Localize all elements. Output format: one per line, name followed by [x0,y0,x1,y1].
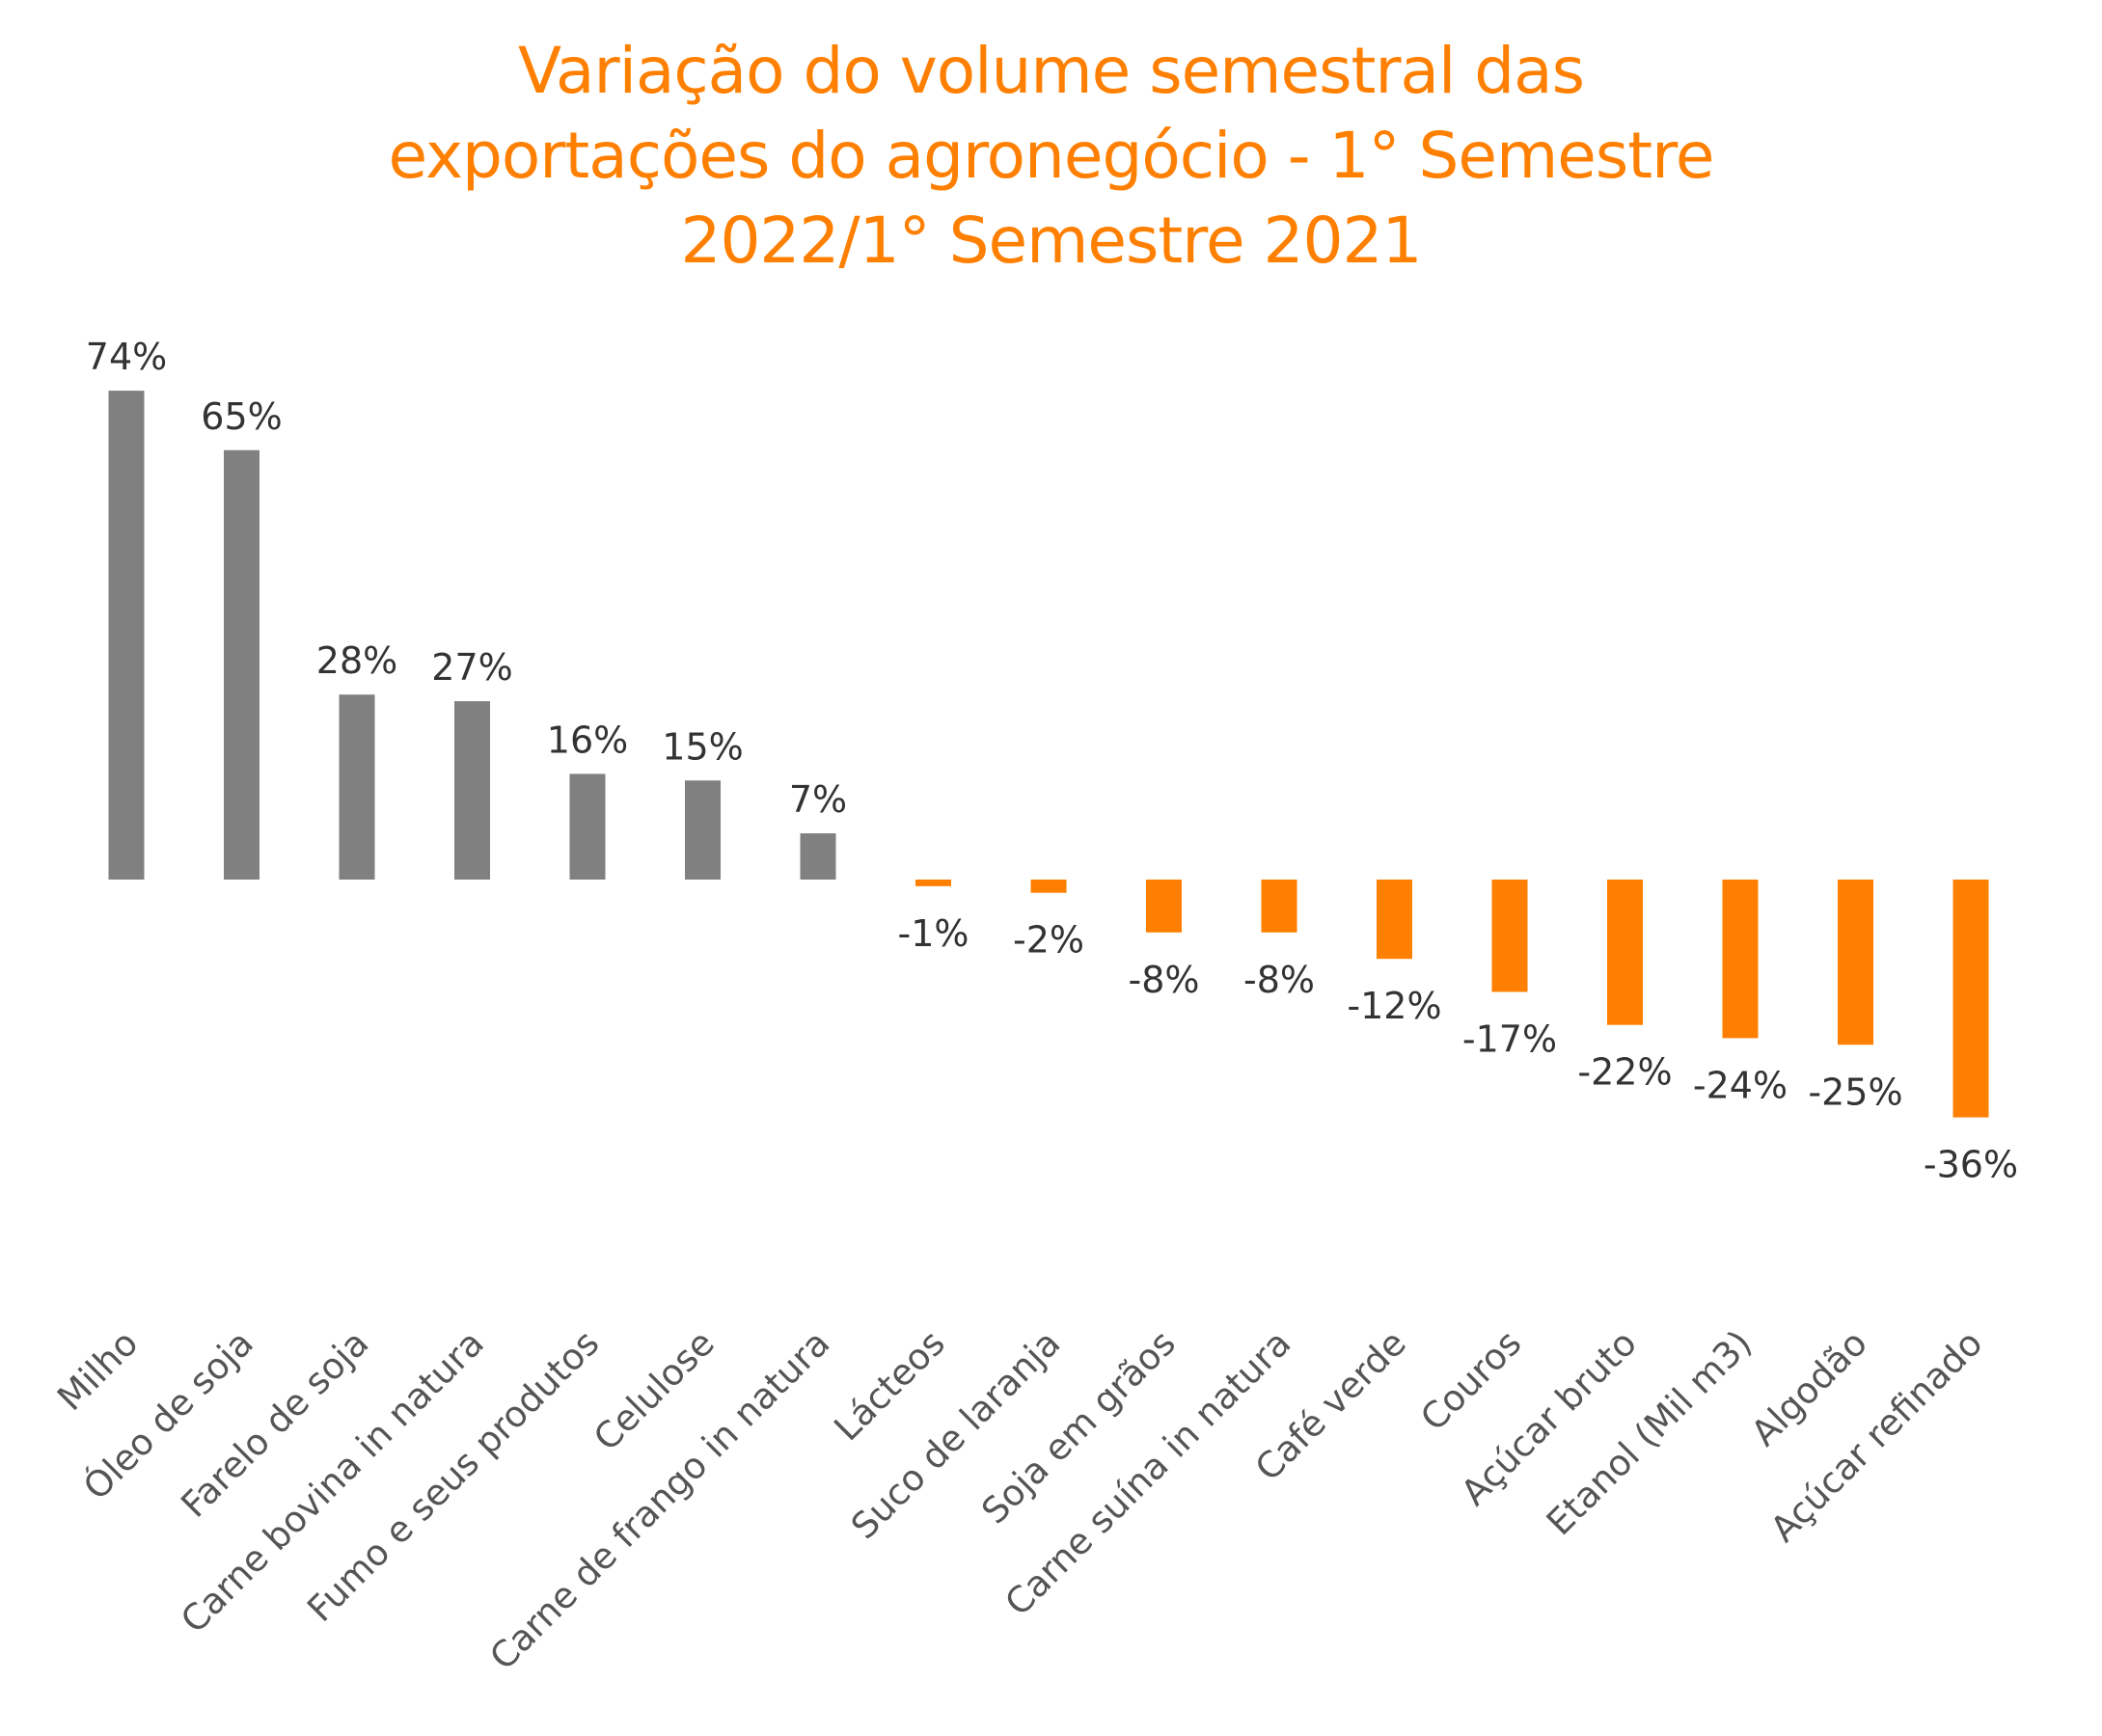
value-label-1: 65% [201,395,282,438]
bar-8 [1030,880,1067,893]
bar-3 [454,701,490,880]
bar-14 [1722,880,1759,1039]
category-label-12: Couros [1412,1322,1529,1439]
value-label-6: 7% [789,778,847,821]
bar-4 [569,773,606,880]
category-label-16: Açúcar refinado [1762,1322,1990,1550]
bar-5 [685,780,721,880]
value-label-3: 27% [431,646,512,689]
bar-10 [1261,880,1297,933]
bar-6 [800,833,836,880]
bar-9 [1146,880,1182,933]
bar-13 [1607,880,1643,1025]
value-label-0: 74% [86,336,167,378]
bar-0 [108,391,145,880]
bar-12 [1491,880,1528,992]
bar-16 [1952,880,1989,1118]
value-label-13: -22% [1577,1051,1672,1094]
chart-title: Variação do volume semestral das exporta… [0,29,2102,284]
value-label-14: -24% [1693,1064,1788,1106]
value-label-2: 28% [316,639,397,682]
bar-7 [915,880,951,886]
value-label-9: -8% [1129,959,1200,1001]
chart-title-line-3: 2022/1° Semestre 2021 [680,203,1422,278]
bar-11 [1377,880,1412,960]
category-label-9: Soja em grãos [973,1322,1184,1533]
bars-group [108,391,1989,1118]
bar-2 [339,694,375,880]
chart-title-line-1: Variação do volume semestral das [518,34,1585,108]
value-label-4: 16% [547,719,628,761]
category-label-0: Milho [49,1322,146,1419]
bar-15 [1838,880,1873,1045]
value-label-11: -12% [1347,985,1441,1027]
value-label-8: -2% [1013,919,1084,962]
value-label-16: -36% [1924,1144,2018,1186]
category-label-8: Suco de laranja [843,1322,1068,1547]
value-label-15: -25% [1808,1071,1902,1113]
category-label-14: Etanol (Mil m3) [1539,1322,1760,1543]
value-label-10: -8% [1243,959,1315,1001]
bar-1 [224,449,259,880]
value-label-12: -17% [1462,1017,1557,1060]
chart-title-line-2: exportações do agronegócio - 1° Semestre [388,119,1715,193]
value-label-7: -1% [898,912,969,955]
value-label-5: 15% [662,725,743,768]
value-labels-group: 74% 65% 28% 27% 16% 15% 7% -1% -2% -8% -8% -12% -17%… [86,336,2018,1186]
